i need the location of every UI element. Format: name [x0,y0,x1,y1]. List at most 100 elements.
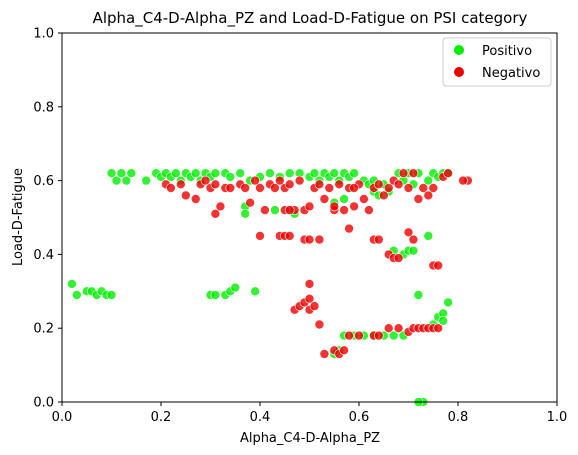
x-tick-label: 0.2 [151,410,172,425]
x-tick-label: 0.4 [250,410,271,425]
point-positivo-18 [210,168,221,178]
y-axis: 0.0 0.2 0.4 0.6 0.8 1.0 [33,27,62,411]
point-negativo-78 [309,301,320,311]
point-negativo-17 [255,183,265,193]
point-negativo-30 [319,194,330,204]
point-positivo-4 [126,168,137,178]
point-positivo-10 [171,168,181,178]
point-positivo-1 [111,175,122,186]
point-negativo-63 [344,223,354,234]
point-positivo-21 [235,168,245,178]
point-negativo-29 [314,179,325,190]
point-positivo-56 [339,194,349,204]
point-negativo-102 [349,183,359,193]
point-negativo-88 [373,330,384,341]
point-positivo-83 [388,330,399,341]
point-positivo-96 [270,205,280,215]
point-negativo-36 [349,201,359,212]
plot-frame [61,32,558,403]
x-axis-label: Alpha_C4-D-Alpha_PZ [240,431,380,446]
point-positivo-65 [72,290,82,300]
y-tick-label: 0.4 [33,248,54,263]
point-negativo-1 [166,183,176,193]
point-negativo-65 [373,234,384,245]
point-positivo-23 [240,209,250,219]
point-negativo-3 [181,190,191,201]
x-tick-label: 1.0 [547,410,568,425]
point-negativo-27 [304,201,315,212]
y-tick-label: 0.2 [33,322,54,337]
point-negativo-84 [339,345,349,356]
point-negativo-4 [190,194,201,204]
point-negativo-57 [255,231,265,241]
y-tick-label: 1.0 [33,27,54,42]
legend-box [442,37,552,87]
point-negativo-90 [393,323,404,334]
point-negativo-45 [393,179,404,190]
point-negativo-23 [284,179,295,190]
point-negativo-97 [433,323,444,334]
point-negativo-68 [393,253,404,263]
x-tick-label: 0.0 [52,410,73,425]
point-negativo-72 [433,260,444,271]
y-axis-label: Load-D-Fatigue [11,168,26,266]
point-negativo-48 [408,168,419,178]
point-positivo-85 [413,290,424,300]
legend-label-positivo: Positivo [482,44,532,59]
point-negativo-50 [418,183,429,193]
point-negativo-52 [428,183,439,193]
point-negativo-51 [423,190,434,201]
point-negativo-99 [284,205,295,215]
point-negativo-12 [225,183,236,193]
point-negativo-21 [274,175,285,186]
point-negativo-70 [408,234,419,245]
point-positivo-14 [190,168,201,178]
point-positivo-73 [210,290,221,300]
point-negativo-85 [344,330,354,341]
point-negativo-41 [373,179,384,190]
point-positivo-63 [423,231,434,241]
point-negativo-80 [314,319,325,330]
point-positivo-77 [250,286,260,297]
point-negativo-15 [245,197,255,208]
point-positivo-64 [67,279,77,289]
point-negativo-42 [378,190,389,201]
point-positivo-90 [438,315,449,326]
point-negativo-10 [210,179,221,190]
legend-marker-negativo [454,67,464,77]
point-negativo-69 [403,227,414,238]
point-negativo-100 [314,234,325,245]
point-negativo-77 [304,293,315,304]
point-negativo-79 [304,279,315,289]
x-tick-label: 0.6 [349,410,370,425]
x-axis: 0.0 0.2 0.4 0.6 0.8 1.0 [52,402,568,425]
point-negativo-8 [210,209,221,219]
point-negativo-31 [324,183,335,193]
point-positivo-89 [443,297,453,308]
point-negativo-62 [304,234,315,245]
point-negativo-14 [240,183,250,193]
point-negativo-43 [383,183,394,193]
y-tick-label: 0.0 [33,396,54,411]
point-negativo-2 [176,179,186,190]
point-negativo-56 [458,175,468,186]
point-negativo-54 [443,168,453,178]
point-negativo-33 [334,179,345,190]
point-negativo-89 [383,323,394,334]
point-negativo-16 [250,175,260,186]
point-negativo-34 [339,205,349,215]
point-negativo-9 [215,201,226,212]
point-positivo-20 [225,172,236,182]
point-negativo-18 [260,205,270,215]
point-positivo-5 [141,175,151,186]
legend: Positivo Negativo [442,37,552,87]
chart-title: Alpha_C4-D-Alpha_PZ and Load-D-Fatigue o… [93,9,528,28]
point-negativo-6 [200,175,211,186]
point-negativo-25 [294,175,305,186]
point-positivo-0 [106,168,117,178]
point-positivo-35 [329,168,340,178]
point-positivo-28 [284,168,295,178]
point-positivo-39 [349,168,359,178]
y-tick-label: 0.8 [33,100,54,115]
